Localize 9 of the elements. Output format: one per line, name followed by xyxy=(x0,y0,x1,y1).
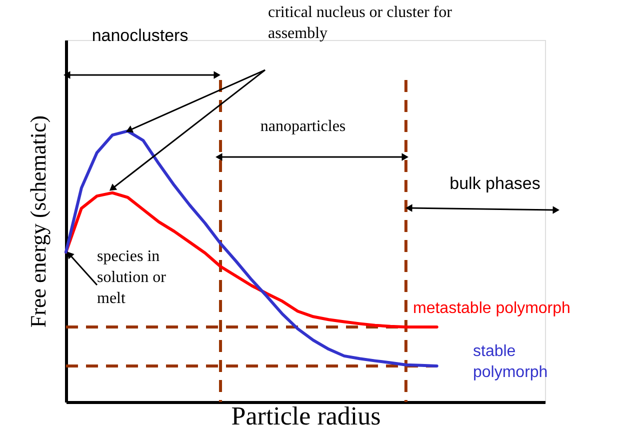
text: nanoclusters xyxy=(92,26,188,45)
x-axis-title: Particle radius xyxy=(231,402,381,430)
y-axis-title: Free energy (schematic) xyxy=(26,115,50,328)
annotation: nanoparticles xyxy=(260,118,346,135)
annotation: bulk phases xyxy=(450,174,540,193)
text: critical nucleus or cluster for assembly xyxy=(268,4,453,42)
text: stable polymorph xyxy=(473,343,548,381)
annotation: species in solution or melt xyxy=(97,248,167,307)
series-label: metastable polymorph xyxy=(413,300,570,317)
